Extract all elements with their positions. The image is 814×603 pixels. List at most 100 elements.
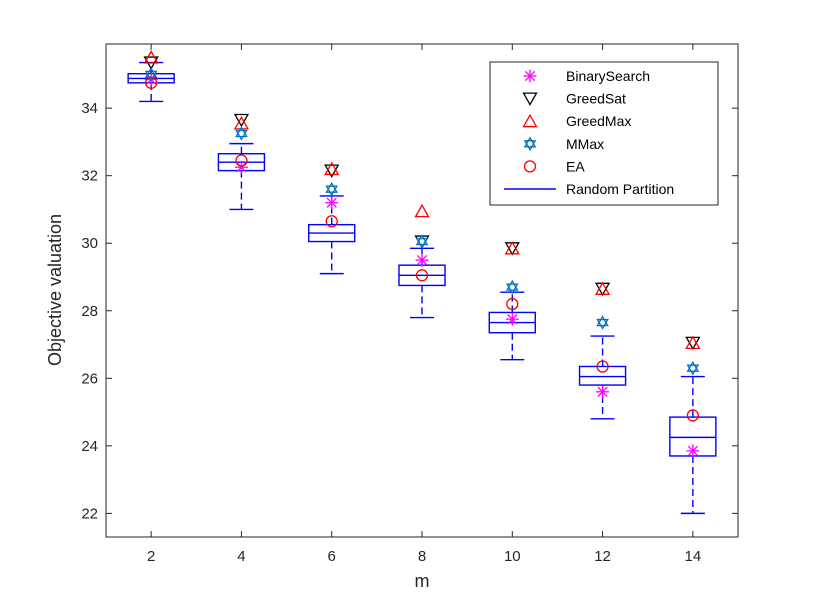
marker-ea-m4 xyxy=(235,154,248,167)
triangle-shape xyxy=(522,113,538,128)
marker-binarysearch-m8 xyxy=(415,253,429,267)
circle-shape xyxy=(415,269,429,282)
hexagram-triangle xyxy=(235,129,248,141)
circle-shape xyxy=(235,154,248,167)
marker-mmax-m14 xyxy=(686,360,700,376)
triangle-shape xyxy=(414,203,430,218)
marker-binarysearch-m12 xyxy=(596,385,610,399)
marker-mmax-m4 xyxy=(235,126,248,141)
hexagram-triangle xyxy=(596,315,609,327)
legend-label: GreedSat xyxy=(566,91,626,107)
triangle-shape xyxy=(233,113,250,128)
legend-box xyxy=(489,61,719,206)
marker-ea-m2 xyxy=(144,76,158,89)
marker-greedmax-m10 xyxy=(504,240,520,255)
marker-greedsat-m4 xyxy=(233,113,250,128)
hexagram-triangle xyxy=(325,181,339,193)
marker-greedmax-m6 xyxy=(324,161,340,176)
marker-binarysearch-m4 xyxy=(234,160,248,174)
marker-ea-m6 xyxy=(325,215,338,228)
legend-marker-binarysearch xyxy=(523,69,537,83)
legend-marker-greedsat xyxy=(522,92,538,106)
marker-mmax-m10 xyxy=(505,279,519,295)
marker-greedmax-m12 xyxy=(594,281,611,295)
legend-label: Random Partition xyxy=(566,181,674,197)
hexagram-triangle xyxy=(686,360,700,372)
triangle-shape xyxy=(594,281,611,295)
circle-shape xyxy=(325,215,338,228)
x-tick-label: 12 xyxy=(594,548,611,565)
y-tick-label: 26 xyxy=(81,370,98,387)
marker-ea-m12 xyxy=(596,360,609,373)
triangle-shape xyxy=(233,116,250,130)
legend-label: MMax xyxy=(566,136,604,152)
legend-entry-binarysearch: BinarySearch xyxy=(523,68,650,84)
asterisk-stroke xyxy=(687,445,698,457)
legend-entry-random-partition: Random Partition xyxy=(504,181,674,197)
marker-binarysearch-m14 xyxy=(686,444,700,458)
triangle-shape xyxy=(685,335,701,349)
hexagram-triangle xyxy=(325,185,339,197)
marker-greedmax-m4 xyxy=(233,116,250,130)
asterisk-stroke xyxy=(597,386,608,397)
legend-label: BinarySearch xyxy=(566,68,650,84)
legend-marker-mmax xyxy=(523,136,537,152)
marker-mmax-m12 xyxy=(596,315,609,330)
hexagram-triangle xyxy=(505,283,519,295)
marker-greedmax-m8 xyxy=(414,203,430,218)
marker-ea-m10 xyxy=(506,297,519,311)
legend-marker-ea xyxy=(523,160,537,173)
legend-label: GreedMax xyxy=(566,113,631,129)
y-tick-label: 24 xyxy=(81,438,98,455)
marker-binarysearch-m10 xyxy=(505,312,519,326)
asterisk-stroke xyxy=(326,197,337,208)
circle-shape xyxy=(523,160,537,173)
marker-mmax-m6 xyxy=(325,181,339,197)
triangle-shape xyxy=(522,92,538,106)
marker-greedsat-m6 xyxy=(324,164,340,178)
legend-entry-mmax: MMax xyxy=(523,136,604,152)
legend-entry-greedsat: GreedSat xyxy=(522,91,626,107)
x-tick-label: 2 xyxy=(147,548,155,565)
asterisk-stroke xyxy=(507,314,518,325)
hexagram-triangle xyxy=(415,234,429,246)
hexagram-triangle xyxy=(596,318,609,330)
marker-ea-m8 xyxy=(415,269,429,282)
marker-ea-m14 xyxy=(686,409,700,422)
legend: BinarySearch GreedSat GreedMax MMax EA Random… xyxy=(489,61,719,206)
asterisk-stroke xyxy=(416,254,428,266)
box-iqr xyxy=(578,365,627,386)
triangle-shape xyxy=(504,240,520,255)
asterisk-stroke xyxy=(236,162,247,173)
marker-binarysearch-m6 xyxy=(325,196,339,210)
y-tick-label: 22 xyxy=(81,505,98,522)
x-tick-label: 10 xyxy=(504,548,521,565)
y-tick-label: 30 xyxy=(81,235,98,252)
hexagram-triangle xyxy=(235,126,248,138)
triangle-shape xyxy=(324,164,340,178)
hexagram-triangle xyxy=(144,70,158,82)
legend-entry-ea: EA xyxy=(523,158,585,174)
legend-entry-greedmax: GreedMax xyxy=(522,113,631,129)
legend-label: EA xyxy=(566,158,585,174)
y-tick-label: 32 xyxy=(81,168,98,185)
y-tick-label: 34 xyxy=(81,100,98,117)
circle-shape xyxy=(596,360,609,373)
hexagram-triangle xyxy=(686,364,700,376)
x-tick-label: 14 xyxy=(685,548,702,565)
hexagram-triangle xyxy=(523,136,537,148)
y-axis-label: Objective valuation xyxy=(45,214,65,366)
circle-shape xyxy=(686,409,700,422)
x-tick-label: 4 xyxy=(237,548,245,565)
markers-layer xyxy=(143,50,701,458)
triangle-shape xyxy=(324,161,340,176)
x-tick-label: 6 xyxy=(328,548,336,565)
asterisk-stroke xyxy=(524,70,536,82)
circle-shape xyxy=(144,76,158,89)
x-axis-label: m xyxy=(415,571,430,591)
legend-marker-greedmax xyxy=(522,113,538,128)
triangle-shape xyxy=(143,50,159,64)
hexagram-triangle xyxy=(505,279,519,291)
